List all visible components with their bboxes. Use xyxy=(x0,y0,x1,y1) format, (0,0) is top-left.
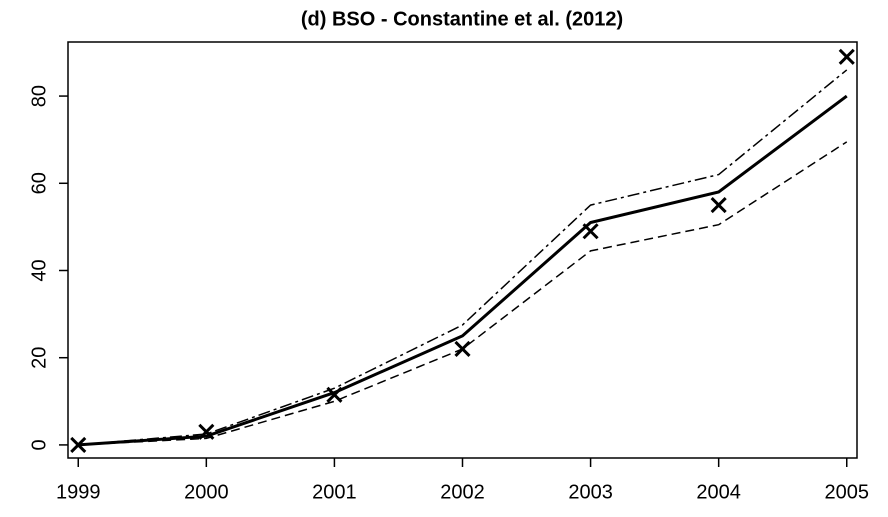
chart-title: (d) BSO - Constantine et al. (2012) xyxy=(301,8,623,30)
y-tick-label: 0 xyxy=(28,439,50,450)
series-line xyxy=(78,69,848,446)
y-tick-label: 80 xyxy=(28,85,50,107)
x-tick-label: 1999 xyxy=(56,481,101,503)
x-tick-label: 2000 xyxy=(184,481,229,503)
data-point xyxy=(582,223,599,240)
x-tick-label: 2001 xyxy=(312,481,357,503)
series-line xyxy=(78,94,848,447)
series-line xyxy=(78,141,848,446)
data-point xyxy=(454,340,471,358)
x-tick-label: 2002 xyxy=(440,481,485,503)
data-point xyxy=(838,48,855,65)
y-tick-label: 20 xyxy=(28,347,50,369)
data-point xyxy=(70,436,87,453)
data-point xyxy=(198,423,215,440)
x-tick-label: 2004 xyxy=(696,481,741,503)
y-tick-label: 40 xyxy=(28,259,50,281)
plot-frame xyxy=(67,41,858,459)
data-point xyxy=(326,386,343,403)
y-tick-label: 60 xyxy=(28,172,50,194)
x-tick-label: 2005 xyxy=(825,481,870,503)
x-tick-label: 2003 xyxy=(568,481,613,503)
data-point xyxy=(710,197,727,214)
